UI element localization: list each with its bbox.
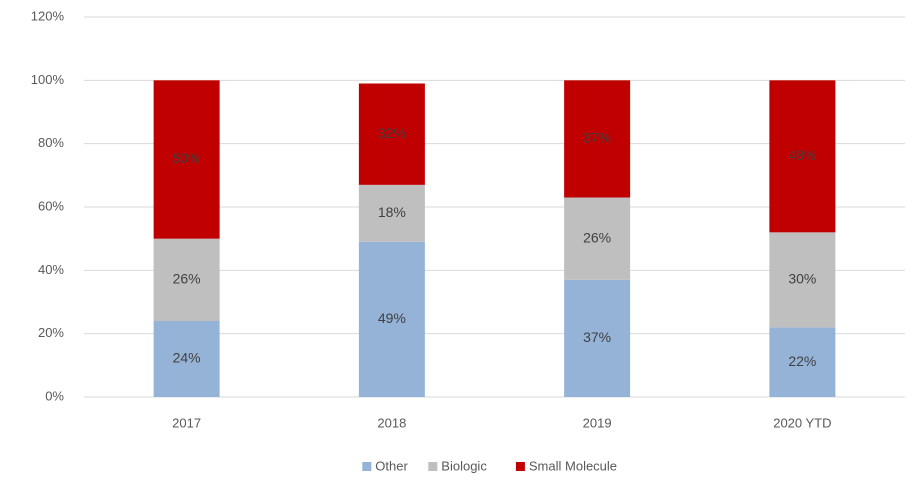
y-tick-label: 40% (38, 262, 64, 277)
legend-swatch (515, 462, 525, 471)
bar-segment (769, 232, 836, 328)
x-tick-label: 2017 (172, 415, 201, 430)
x-tick-label: 2020 YTD (773, 415, 831, 430)
bar-segment (769, 80, 836, 233)
y-tick-label: 80% (38, 135, 64, 150)
bar-segment (769, 327, 836, 397)
bar-segment (153, 238, 220, 321)
y-tick-label: 20% (38, 325, 64, 340)
legend-label: Biologic (441, 458, 487, 473)
data-label: 26% (583, 229, 611, 245)
bar-segment (564, 279, 631, 397)
y-tick-label: 0% (45, 388, 64, 403)
data-label: 37% (583, 130, 611, 146)
bar-segment (564, 197, 631, 280)
data-label: 30% (788, 271, 816, 287)
bar-segment (358, 241, 425, 397)
bar-segment (153, 321, 220, 397)
data-label: 24% (173, 350, 201, 366)
data-label: 48% (788, 147, 816, 163)
bar-segment (153, 80, 220, 239)
data-label: 37% (583, 329, 611, 345)
legend-swatch (428, 462, 438, 471)
x-tick-label: 2018 (377, 415, 406, 430)
data-label: 49% (378, 310, 406, 326)
bar-segment (358, 184, 425, 242)
legend-label: Other (375, 458, 408, 473)
data-label: 26% (173, 271, 201, 287)
x-tick-label: 2019 (583, 415, 612, 430)
data-label: 50% (173, 150, 201, 166)
bar-segment (358, 83, 425, 185)
bar-segment (564, 80, 631, 198)
data-label: 18% (378, 204, 406, 220)
legend-swatch (362, 462, 372, 471)
y-tick-label: 100% (31, 72, 65, 87)
data-label: 32% (378, 125, 406, 141)
y-tick-label: 60% (38, 198, 64, 213)
data-label: 22% (788, 353, 816, 369)
y-tick-label: 120% (31, 8, 65, 23)
legend-label: Small Molecule (529, 458, 617, 473)
